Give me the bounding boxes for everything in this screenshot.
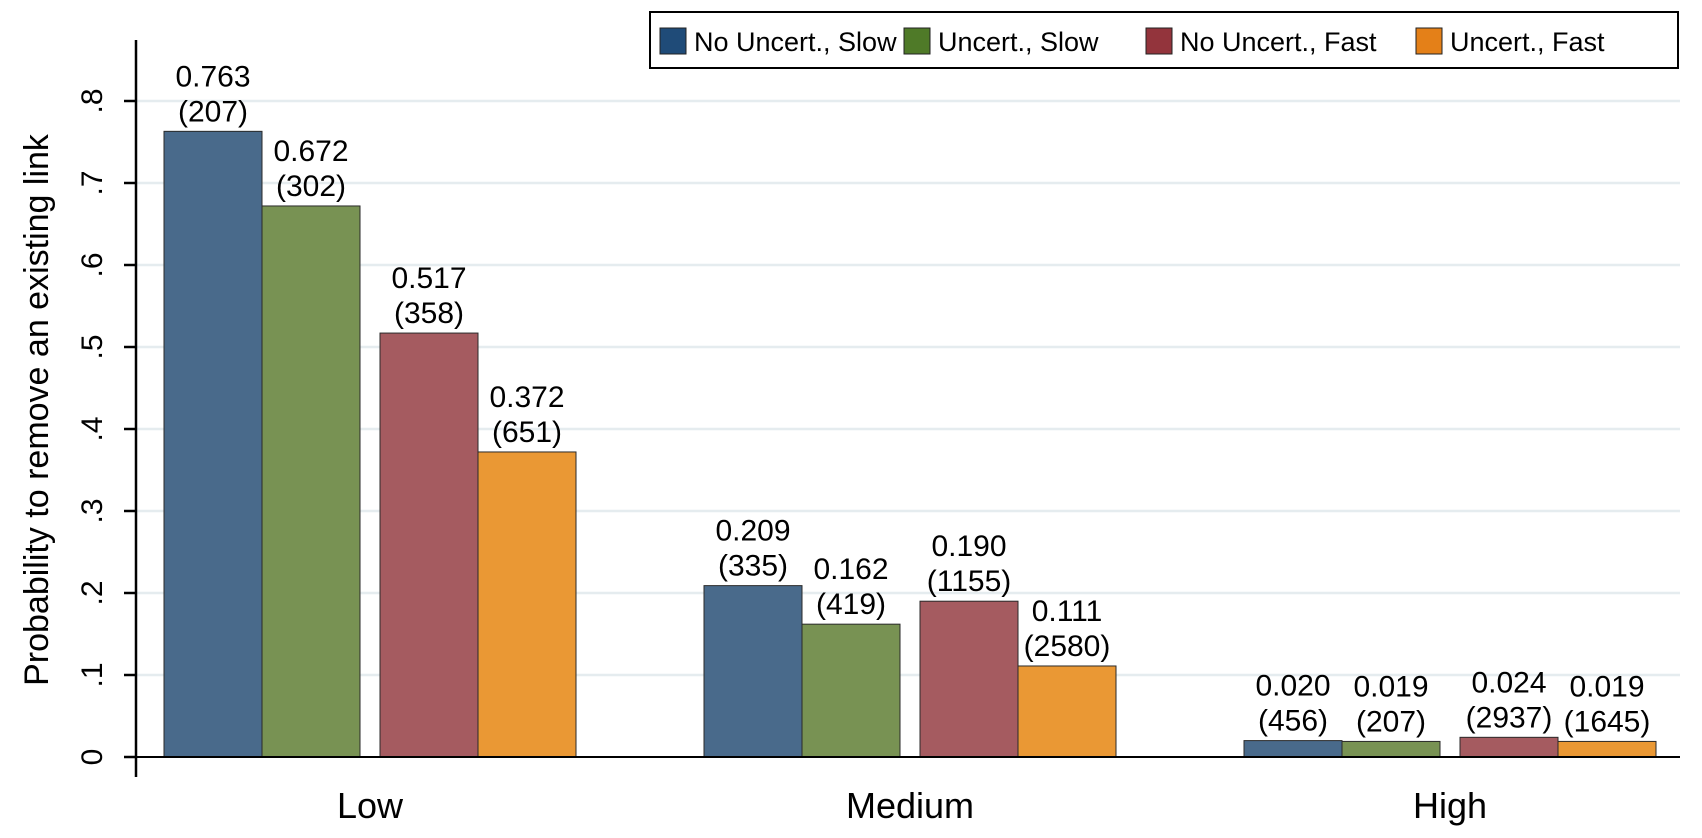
- bar-count-label: (1155): [927, 565, 1012, 598]
- bar-count-label: (651): [492, 416, 562, 449]
- legend-entry-label: No Uncert., Slow: [694, 27, 897, 57]
- legend-swatch: [1145, 27, 1173, 55]
- y-tick-label: .2: [76, 580, 109, 605]
- y-tick-label: .8: [76, 88, 109, 113]
- bar-value-label: 0.111: [1032, 595, 1103, 628]
- bar-count-label: (207): [1356, 705, 1426, 738]
- bar-value-label: 0.372: [489, 381, 564, 414]
- bar-count-label: (2937): [1466, 701, 1553, 734]
- bar-count-label: (335): [718, 550, 788, 583]
- bar-value-label: 0.209: [715, 515, 790, 548]
- bar-count-label: (207): [178, 95, 248, 128]
- bar-count-label: (358): [394, 297, 464, 330]
- bar-count-label: (2580): [1024, 630, 1111, 663]
- bar-count-label: (456): [1258, 705, 1328, 738]
- legend-entry-label: Uncert., Slow: [938, 27, 1099, 57]
- bar-value-label: 0.019: [1569, 670, 1644, 703]
- legend-swatch: [903, 27, 931, 55]
- grid-lines: [136, 99, 1680, 677]
- legend-swatch: [1415, 27, 1443, 55]
- y-axis-label: Probability to remove an existing link: [18, 133, 56, 686]
- bar-count-label: (1645): [1564, 705, 1651, 738]
- bar-value-label: 0.763: [175, 60, 250, 93]
- bar-uncert-slow-medium: [801, 623, 901, 758]
- bar-no-uncert-fast-low: [379, 332, 479, 758]
- bar-value-label: 0.517: [391, 262, 466, 295]
- bar-no-uncert-slow-high: [1243, 740, 1343, 758]
- x-category-label: High: [1413, 785, 1487, 826]
- bar-uncert-slow-high: [1341, 740, 1441, 758]
- y-tick-label: .5: [76, 334, 109, 359]
- bar-count-label: (419): [816, 588, 886, 621]
- bar-no-uncert-slow-medium: [703, 585, 803, 758]
- legend-swatch: [659, 27, 687, 55]
- legend: No Uncert., Slow Uncert., Slow No Uncert.,…: [649, 11, 1679, 69]
- y-tick-label: .6: [76, 252, 109, 277]
- bar-value-label: 0.020: [1255, 670, 1330, 703]
- bar-value-label: 0.190: [931, 530, 1006, 563]
- x-category-label: Low: [337, 785, 404, 826]
- bar-uncert-fast-high: [1557, 740, 1657, 758]
- bar-no-uncert-fast-medium: [919, 600, 1019, 758]
- data-labels: 0.763(207)0.672(302)0.517(358)0.372(651)…: [175, 60, 1650, 738]
- bar-uncert-fast-low: [477, 451, 577, 758]
- bar-no-uncert-fast-high: [1459, 736, 1559, 758]
- bar-value-label: 0.672: [273, 135, 348, 168]
- legend-entry-label: Uncert., Fast: [1450, 27, 1605, 57]
- y-tick-label: .3: [76, 498, 109, 523]
- axes: 0 .1 .2 .3 .4 .5 .6 .7 .8 Low Medium High: [76, 40, 1680, 826]
- legend-entry-label: No Uncert., Fast: [1180, 27, 1377, 57]
- bar-value-label: 0.162: [813, 553, 888, 586]
- y-tick-label: .4: [76, 416, 109, 441]
- bar-no-uncert-slow-low: [163, 130, 263, 758]
- bar-uncert-slow-low: [261, 205, 361, 758]
- y-tick-label: 0: [76, 749, 109, 766]
- y-tick-label: .7: [76, 170, 109, 195]
- bar-value-label: 0.024: [1471, 666, 1546, 699]
- y-tick-label: .1: [76, 662, 109, 687]
- bar-count-label: (302): [276, 170, 346, 203]
- bar-uncert-fast-medium: [1017, 665, 1117, 758]
- bars: [163, 130, 1657, 758]
- bar-value-label: 0.019: [1353, 670, 1428, 703]
- x-category-label: Medium: [846, 785, 974, 826]
